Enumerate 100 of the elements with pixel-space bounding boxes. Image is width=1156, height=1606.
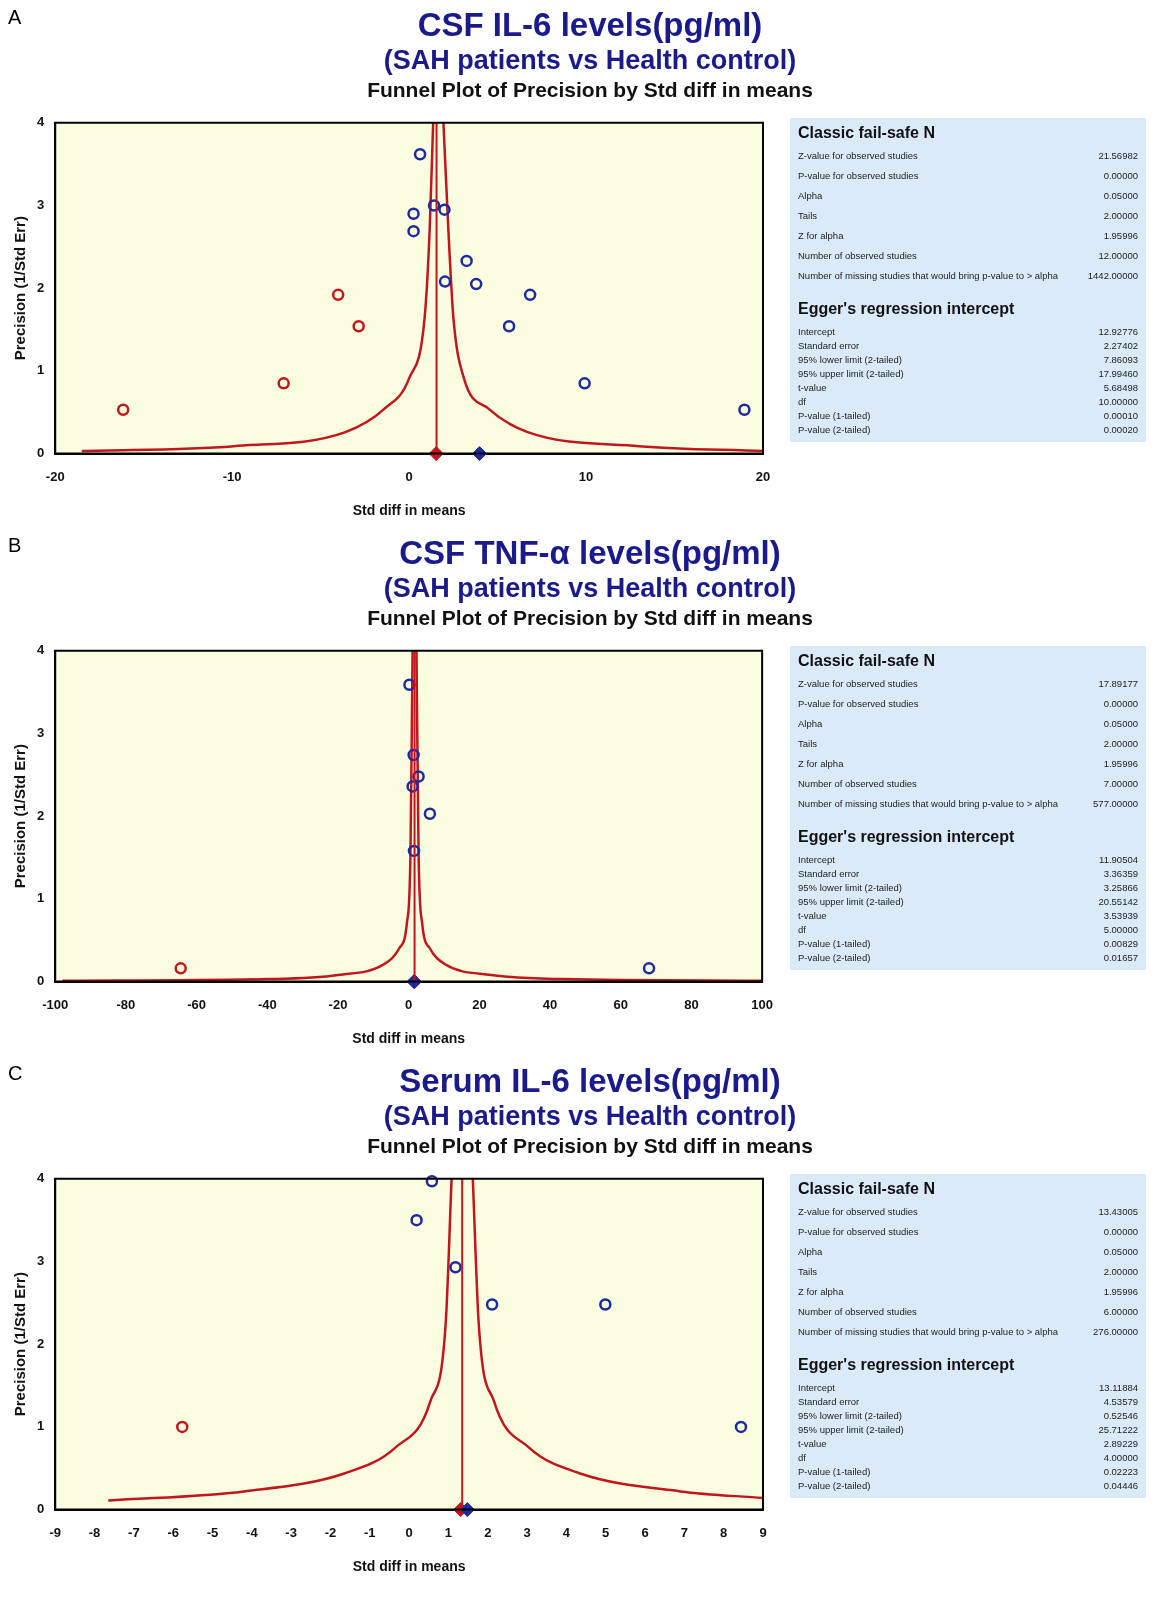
x-tick-label: -100 (42, 996, 69, 1012)
x-tick-label: 80 (684, 996, 699, 1012)
x-tick-label: -6 (167, 1524, 179, 1540)
category-label: Z for alpha (798, 758, 844, 769)
text: 1442.00000 (1087, 270, 1138, 281)
x-tick-label: -20 (328, 996, 348, 1012)
chart-title: CSF IL-6 levels(pg/ml) (416, 5, 764, 44)
text: 0.05000 (1103, 190, 1138, 201)
category-label: 95% lower limit (2-tailed) (798, 1410, 903, 1421)
text: 3.53939 (1103, 910, 1138, 921)
category-label: Intercept (798, 1382, 835, 1393)
category-label: Number of missing studies that would bring p-value to > alpha (798, 798, 1059, 809)
category-label: Number of missing studies that would bring p-value to > alpha (798, 270, 1059, 281)
category-label: 95% upper limit (2-tailed) (798, 1424, 904, 1435)
x-axis-title: Std diff in means (352, 502, 466, 519)
chart-subtitle: (SAH patients vs Health control) (382, 1100, 798, 1132)
y-tick-label: 4 (37, 1170, 45, 1186)
text: 1.95996 (1103, 230, 1138, 241)
category-label: Number of observed studies (798, 778, 917, 789)
text: 7.00000 (1103, 778, 1138, 789)
y-tick-label: 3 (37, 725, 45, 741)
x-tick-label: 3 (523, 1524, 531, 1540)
y-tick-label: 1 (37, 362, 45, 378)
text: Egger's regression intercept (798, 828, 1016, 846)
text: 2.00000 (1103, 210, 1138, 221)
x-tick-label: 1 (444, 1524, 453, 1540)
x-tick-label: -1 (364, 1524, 376, 1540)
text: 2.27402 (1103, 340, 1138, 351)
text: 1.95996 (1103, 758, 1138, 769)
category-label: 95% lower limit (2-tailed) (798, 354, 903, 365)
category-label: df (798, 1452, 806, 1463)
category-label: Tails (798, 738, 818, 749)
text: 4.00000 (1103, 1452, 1138, 1463)
category-label: Intercept (798, 854, 835, 865)
x-tick-label: -20 (45, 468, 65, 484)
category-label: P-value (2-tailed) (798, 952, 871, 963)
category-label: P-value (1-tailed) (798, 1466, 871, 1477)
x-tick-label: 10 (578, 468, 594, 484)
text: 276.00000 (1093, 1326, 1138, 1337)
x-tick-label: 0 (405, 468, 413, 484)
category-label: df (798, 924, 806, 935)
x-tick-label: -40 (257, 996, 277, 1012)
text: 2.00000 (1103, 1266, 1138, 1277)
category-label: Number of observed studies (798, 250, 917, 261)
y-tick-label: 3 (37, 1253, 45, 1269)
category-label: 95% lower limit (2-tailed) (798, 882, 903, 893)
chart-title: Serum IL-6 levels(pg/ml) (398, 1061, 782, 1100)
text: 0.00020 (1103, 424, 1138, 435)
text: 0.01657 (1103, 952, 1138, 963)
text: 0.00000 (1103, 698, 1138, 709)
text: Egger's regression intercept (798, 300, 1016, 318)
text: 20.55142 (1098, 896, 1138, 907)
category-label: Alpha (798, 190, 823, 201)
text: 0.05000 (1103, 718, 1138, 729)
x-tick-label: 20 (472, 996, 487, 1012)
x-tick-label: 0 (405, 1524, 413, 1540)
text: B (8, 534, 22, 557)
x-tick-label: 60 (613, 996, 628, 1012)
y-tick-label: 1 (37, 890, 45, 906)
text: 17.99460 (1098, 368, 1138, 379)
text: 0.00000 (1103, 1226, 1138, 1237)
x-tick-label: 0 (405, 996, 413, 1012)
y-tick-label: 2 (37, 279, 45, 295)
text: 5.00000 (1103, 924, 1138, 935)
text: 0.00010 (1103, 410, 1138, 421)
category-label: Z-value for observed studies (798, 1206, 918, 1217)
text: 13.11884 (1099, 1382, 1138, 1393)
category-label: Z-value for observed studies (798, 150, 918, 161)
y-tick-label: 4 (37, 642, 45, 658)
x-tick-label: 100 (751, 996, 774, 1012)
category-label: Number of observed studies (798, 1306, 917, 1317)
category-label: Alpha (798, 718, 823, 729)
category-label: P-value for observed studies (798, 1226, 919, 1237)
chart-title: CSF TNF-α levels(pg/ml) (398, 533, 782, 572)
category-label: Tails (798, 210, 818, 221)
chart-subtitle: (SAH patients vs Health control) (382, 572, 798, 604)
x-tick-label: 9 (759, 1524, 767, 1540)
category-label: Z for alpha (798, 230, 844, 241)
y-tick-label: 2 (37, 807, 45, 823)
x-tick-label: -8 (88, 1524, 101, 1540)
x-tick-label: 2 (484, 1524, 492, 1540)
text: 4.53579 (1103, 1396, 1138, 1407)
category-label: P-value (2-tailed) (798, 1480, 871, 1491)
x-tick-label: 20 (755, 468, 771, 484)
text: 0.02223 (1103, 1466, 1138, 1477)
x-tick-label: -10 (222, 468, 242, 484)
text: 2.00000 (1103, 738, 1138, 749)
text: A (8, 6, 22, 29)
text: Classic fail-safe N (798, 652, 936, 670)
x-axis-title: Std diff in means (352, 1030, 466, 1047)
y-tick-label: 0 (37, 445, 45, 461)
y-tick-label: 4 (37, 114, 45, 130)
y-tick-label: 3 (37, 197, 45, 213)
y-tick-label: 0 (37, 1501, 45, 1517)
x-tick-label: 5 (602, 1524, 610, 1540)
text: Funnel Plot of Precision by Std diff in means (366, 1133, 814, 1159)
text: 3.25866 (1103, 882, 1138, 893)
category-label: Z-value for observed studies (798, 678, 918, 689)
x-tick-label: 8 (720, 1524, 728, 1540)
category-label: 95% upper limit (2-tailed) (798, 368, 904, 379)
